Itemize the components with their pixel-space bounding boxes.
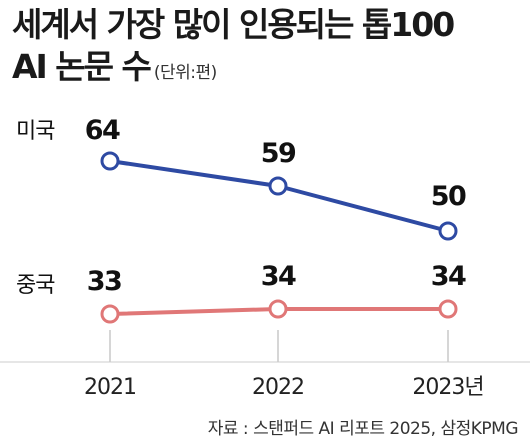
series-label-us: 미국 — [16, 119, 55, 144]
series-label-china: 중국 — [16, 273, 55, 298]
data-point — [268, 176, 288, 196]
chart-title: 세계서 가장 많이 인용되는 톱100 AI 논문 수 (단위:편) — [12, 4, 455, 94]
x-tick-label: 2023년 — [412, 375, 483, 400]
data-point — [100, 304, 120, 324]
x-tick-label: 2021 — [84, 375, 136, 400]
data-point — [100, 151, 120, 171]
data-label: 64 — [85, 115, 120, 146]
data-label: 34 — [431, 261, 466, 292]
title-line-2: AI 논문 수 — [12, 47, 152, 86]
data-label: 34 — [261, 261, 296, 292]
data-label: 33 — [87, 266, 122, 297]
data-point — [268, 299, 288, 319]
source-note: 자료 : 스탠퍼드 AI 리포트 2025, 삼정KPMG — [207, 419, 519, 439]
data-label: 50 — [431, 181, 466, 212]
data-point — [438, 221, 458, 241]
title-line-2-wrap: AI 논문 수 (단위:편) — [12, 46, 453, 94]
x-tick-label: 2022 — [252, 375, 304, 400]
data-point — [438, 299, 458, 319]
data-label: 59 — [261, 138, 296, 169]
series-line-us — [109, 159, 449, 233]
title-line-1: 세계서 가장 많이 인용되는 톱100 — [12, 5, 455, 44]
unit-label: (단위:편) — [153, 63, 217, 83]
